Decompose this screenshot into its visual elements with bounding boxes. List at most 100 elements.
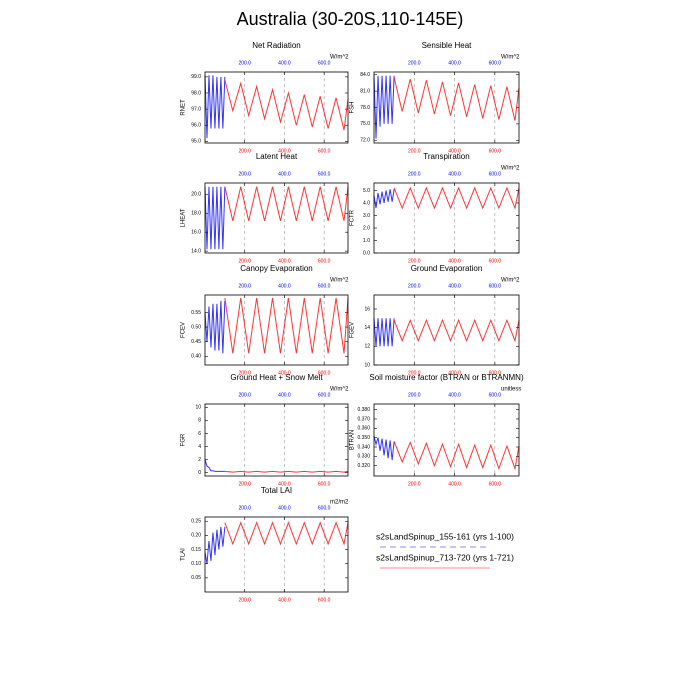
x-top-tick-label: 600.0	[489, 392, 502, 398]
y-tick-label: 78.0	[360, 105, 370, 111]
x-tick-label: 400.0	[278, 481, 291, 487]
y-tick-label: 0.340	[357, 444, 370, 450]
x-top-tick-label: 600.0	[318, 171, 331, 177]
x-top-tick-label: 200.0	[238, 392, 251, 398]
y-tick-label: 0.330	[357, 454, 370, 460]
y-axis-label: LHEAT	[181, 208, 187, 227]
x-tick-label: 400.0	[278, 597, 291, 603]
y-tick-label: 0.350	[357, 435, 370, 441]
y-tick-label: 0.320	[357, 463, 370, 469]
y-tick-label: 16	[364, 306, 370, 312]
plot-frame	[204, 516, 349, 593]
x-top-tick-label: 400.0	[278, 392, 291, 398]
x-top-tick-label: 600.0	[318, 392, 331, 398]
panel-title: Latent Heat	[256, 152, 298, 161]
y-tick-label: 8	[198, 418, 201, 424]
plot-frame	[373, 182, 520, 254]
y-axis-label: FGR	[181, 433, 187, 446]
x-tick-label: 200.0	[238, 258, 251, 264]
x-top-tick-label: 400.0	[278, 60, 291, 66]
units-label: m2/m2	[330, 500, 349, 506]
data-line	[224, 521, 349, 546]
y-tick-label: 2	[198, 457, 201, 463]
x-top-tick-label: 400.0	[278, 283, 291, 289]
x-top-tick-label: 600.0	[489, 283, 502, 289]
y-tick-label: 0.15	[191, 547, 201, 553]
y-axis-label: FSH	[350, 102, 356, 114]
units-label: W/m^2	[501, 278, 520, 284]
y-tick-label: 96.0	[191, 123, 201, 129]
y-tick-label: 0	[198, 470, 201, 476]
x-tick-label: 200.0	[408, 258, 421, 264]
units-label: W/m^2	[330, 55, 349, 61]
data-line	[393, 186, 520, 210]
y-tick-label: 3.0	[363, 213, 370, 219]
y-tick-label: 81.0	[360, 88, 370, 94]
x-tick-label: 600.0	[318, 148, 331, 154]
y-tick-label: 5.0	[363, 188, 370, 194]
panel-title: Soil moisture factor (BTRAN or BTRANMN)	[369, 373, 524, 382]
x-tick-label: 600.0	[489, 258, 502, 264]
y-tick-label: 10	[364, 362, 370, 368]
y-tick-label: 4	[198, 444, 201, 450]
y-tick-label: 0.380	[357, 407, 370, 413]
figure-title: Australia (30-20S,110-145E)	[237, 9, 464, 29]
x-tick-label: 600.0	[318, 258, 331, 264]
y-tick-label: 0.20	[191, 533, 201, 539]
x-top-tick-label: 400.0	[278, 505, 291, 511]
units-label: W/m^2	[501, 55, 520, 61]
y-tick-label: 0.25	[191, 519, 201, 525]
panel-title: Ground Evaporation	[411, 264, 483, 273]
y-tick-label: 97.0	[191, 106, 201, 112]
y-tick-label: 4.0	[363, 200, 370, 206]
x-tick-label: 600.0	[489, 148, 502, 154]
y-tick-label: 10	[195, 405, 201, 411]
x-top-tick-label: 200.0	[238, 171, 251, 177]
y-tick-label: 14	[364, 325, 370, 331]
y-tick-label: 95.0	[191, 139, 201, 145]
y-axis-label: TLAI	[181, 548, 187, 561]
plot-frame	[204, 182, 349, 254]
x-tick-label: 200.0	[238, 597, 251, 603]
x-top-tick-label: 400.0	[278, 171, 291, 177]
data-line	[204, 75, 226, 139]
x-top-tick-label: 400.0	[448, 60, 461, 66]
data-line	[204, 300, 226, 354]
x-tick-label: 600.0	[489, 370, 502, 376]
y-tick-label: 16.0	[191, 230, 201, 236]
x-tick-label: 600.0	[318, 481, 331, 487]
x-top-tick-label: 200.0	[238, 60, 251, 66]
units-label: W/m^2	[330, 387, 349, 393]
data-line	[224, 297, 349, 354]
x-tick-label: 400.0	[278, 148, 291, 154]
data-line	[373, 189, 395, 209]
x-tick-label: 200.0	[408, 481, 421, 487]
x-top-tick-label: 400.0	[448, 392, 461, 398]
y-tick-label: 12	[364, 344, 370, 350]
panel-title: Total LAI	[261, 486, 292, 495]
y-tick-label: 20.0	[191, 192, 201, 198]
legend-label: s2sLandSpinup_155-161 (yrs 1-100)	[376, 531, 514, 541]
data-line	[393, 318, 520, 343]
y-axis-label: BTRAN	[350, 430, 356, 450]
x-tick-label: 400.0	[448, 258, 461, 264]
plot-frame	[373, 294, 520, 366]
y-tick-label: 0.0	[363, 250, 370, 256]
x-top-tick-label: 600.0	[318, 60, 331, 66]
plot-frame	[373, 71, 520, 144]
y-tick-label: 0.360	[357, 426, 370, 432]
y-tick-label: 0.05	[191, 575, 201, 581]
panel-title: Ground Heat + Snow Melt	[230, 373, 323, 382]
data-line	[393, 77, 520, 121]
plot-frame	[204, 71, 349, 144]
x-tick-label: 400.0	[278, 370, 291, 376]
plot-frame	[204, 403, 349, 477]
y-tick-label: 6	[198, 431, 201, 437]
x-top-tick-label: 600.0	[318, 505, 331, 511]
x-tick-label: 400.0	[448, 370, 461, 376]
panel-title: Transpiration	[423, 152, 469, 161]
x-top-tick-label: 200.0	[238, 505, 251, 511]
x-top-tick-label: 200.0	[408, 171, 421, 177]
x-tick-label: 400.0	[448, 481, 461, 487]
